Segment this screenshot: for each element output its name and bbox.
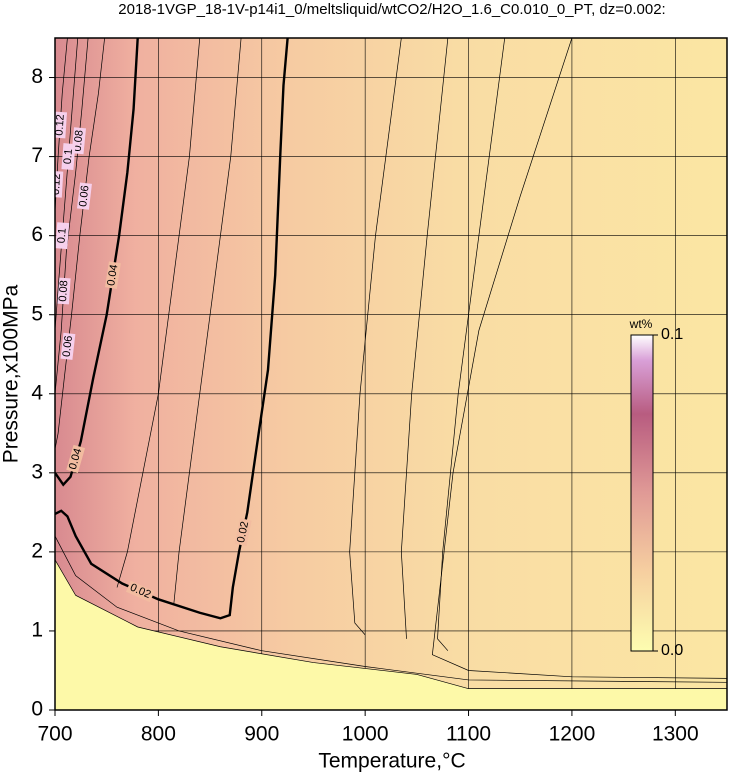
contour-label-bg [55,222,70,250]
x-tick-label: 1000 [342,723,389,746]
contour-label: 0.02 [235,520,251,543]
contour-label-bg [76,182,92,210]
y-tick-label: 8 [31,65,43,88]
contour-label-bg [60,332,76,360]
colorbar-tick-label: 0.1 [661,326,683,343]
y-tick-label: 3 [31,460,43,483]
y-tick-label: 6 [31,223,43,246]
contour-line [431,38,727,679]
contour-label-bg [55,170,64,198]
contour-label-group: 0.04 [66,444,86,474]
contour-label-group: 0.04 [104,261,121,289]
contour-line [173,38,242,604]
contour-line [55,38,105,450]
contour-label: 0.12 [53,114,66,136]
contour-label: 0.04 [67,447,85,471]
y-tick-label: 1 [31,618,43,641]
colorbar-scale [630,334,654,652]
contour-label-bg [56,277,71,305]
contour-label-bg [55,111,68,139]
contour-line [55,38,79,331]
contour-line [55,38,289,620]
contour-label-bg [61,143,76,171]
contour-label-group: 0.12 [53,111,68,139]
chart-title: 2018-1VGP_18-1V-p14i1_0/meltsliquid/wtCO… [118,1,665,18]
x-tick-label: 700 [37,723,72,746]
x-tick-label: 1300 [652,723,699,746]
y-axis-label: Pressure,x100MPa [0,284,23,463]
y-tick-label: 4 [31,381,43,404]
x-axis-label: Temperature,°C [318,750,465,773]
contour-label: 0.06 [77,185,91,208]
contour-label-bg [66,444,86,474]
contour-line [400,38,449,639]
y-tick-label: 7 [31,144,43,167]
colorbar-tick-label: 0.0 [661,642,683,659]
contour-label: 0.12 [50,173,63,195]
x-tick-label: 1100 [446,723,491,746]
contour-line [55,535,727,683]
x-tick-label: 1200 [549,723,596,746]
colorbar-label: wt% [629,317,653,331]
plot-background [55,38,727,710]
contour-line [116,38,201,588]
contour-label: 0.04 [105,264,120,287]
x-tick-label: 800 [141,723,176,746]
contour-label-group: 0.06 [76,182,92,210]
plot-frame [54,37,728,711]
y-tick-label: 0 [31,698,43,721]
contour-line [55,559,727,690]
low-region [55,559,727,710]
contour-line [55,38,139,487]
y-tick-label: 2 [31,539,43,562]
contour-label: 0.1 [62,148,75,164]
contour-label-group: 0.1 [61,143,76,171]
contour-label-bg [125,580,155,603]
contour-label-group: 0.1 [55,222,70,250]
contour-label-bg [234,518,252,547]
contour-line [349,38,402,636]
colorbar: wt% 0.0 0.1 [629,317,684,659]
contour-label: 0.1 [56,228,69,244]
contour-label-group: 0.08 [56,277,71,305]
contour-line [437,38,506,651]
contour-label-group: 0.02 [234,518,252,547]
contour-line [55,38,89,394]
contour-label: 0.08 [57,280,70,302]
x-tick-label: 900 [244,723,279,746]
contour-label-bg [104,261,121,289]
contour-label: 0.06 [61,335,75,358]
y-tick-label: 5 [31,302,43,325]
contour-label-group: 0.12 [50,170,64,198]
plot-area: 0.020.020.040.040.060.060.080.080.10.10.… [50,38,727,710]
contour-label-group: 0.06 [60,332,76,360]
